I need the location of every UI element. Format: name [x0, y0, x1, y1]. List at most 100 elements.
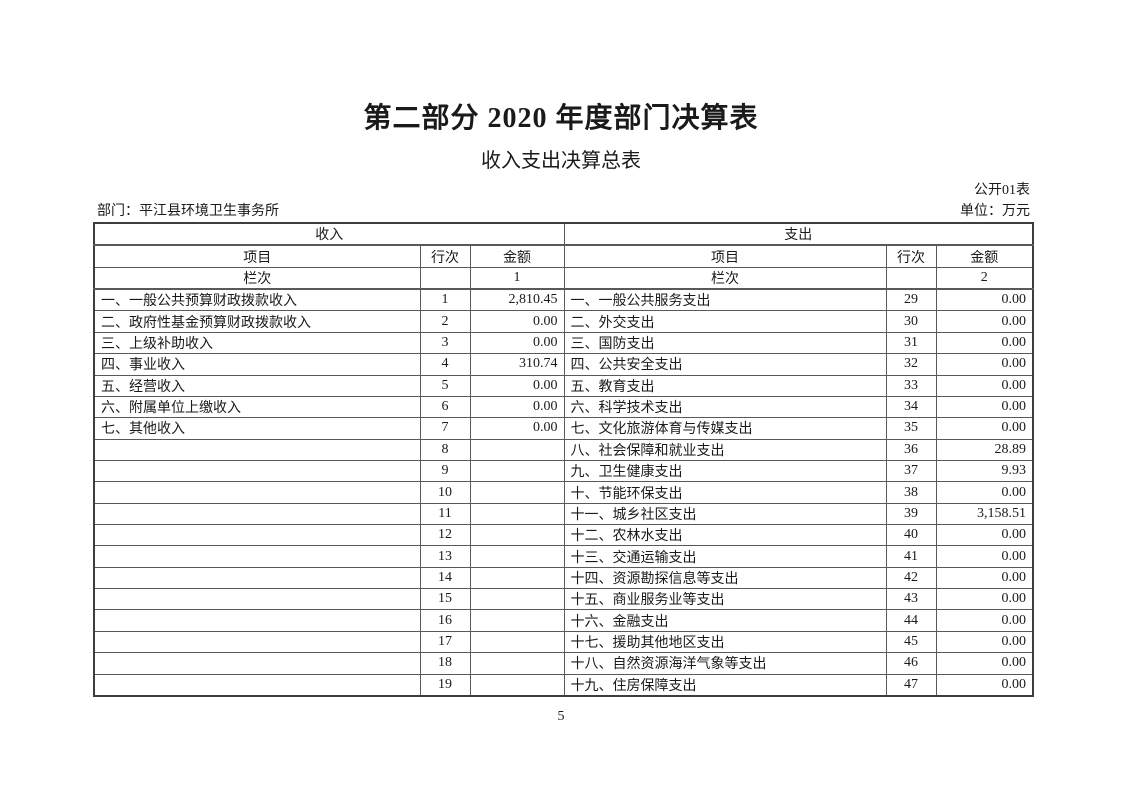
income-item-cell: 三、上级补助收入 [93, 331, 421, 355]
income-item-cell [93, 481, 421, 504]
expense-line-cell: 43 [885, 588, 937, 611]
table-row: 11 十一、城乡社区支出 39 3,158.51 [93, 502, 1034, 526]
income-line-cell: 4 [419, 353, 471, 376]
table-row: 12 十二、农林水支出 40 0.00 [93, 524, 1034, 547]
income-amount-cell: 0.00 [469, 310, 565, 333]
table-row: 14 十四、资源勘探信息等支出 42 0.00 [93, 566, 1034, 590]
expense-item-cell: 七、文化旅游体育与传媒支出 [563, 417, 887, 440]
expense-amount-cell: 0.00 [935, 545, 1034, 568]
unit-label: 单位：万元 [960, 204, 1030, 219]
table-row: 16 十六、金融支出 44 0.00 [93, 609, 1034, 632]
income-amount-cell: 0.00 [469, 417, 565, 440]
expense-item-cell: 八、社会保障和就业支出 [563, 438, 887, 461]
expense-line-cell: 47 [885, 673, 937, 697]
income-line-header: 行次 [419, 244, 471, 268]
table-row: 18 十八、自然资源海洋气象等支出 46 0.00 [93, 652, 1034, 675]
expense-line-cell: 42 [885, 566, 937, 590]
income-amount-cell [469, 652, 565, 675]
income-amount-cell: 0.00 [469, 331, 565, 355]
expense-item-cell: 十七、援助其他地区支出 [563, 630, 887, 654]
income-item-cell [93, 652, 421, 675]
income-item-cell [93, 673, 421, 697]
expense-item-cell: 十八、自然资源海洋气象等支出 [563, 652, 887, 675]
income-line-cell: 7 [419, 417, 471, 440]
expense-item-cell: 十五、商业服务业等支出 [563, 588, 887, 611]
table-row: 五、经营收入 5 0.00 五、教育支出 33 0.00 [93, 374, 1034, 397]
expense-line-cell: 38 [885, 481, 937, 504]
income-item-cell: 七、其他收入 [93, 417, 421, 440]
expense-line-cell: 35 [885, 417, 937, 440]
expense-amount-cell: 0.00 [935, 609, 1034, 632]
expense-index-label: 栏次 [563, 266, 887, 291]
expense-amount-cell: 0.00 [935, 288, 1034, 312]
expense-amount-cell: 0.00 [935, 652, 1034, 675]
income-line-cell: 10 [419, 481, 471, 504]
expense-line-cell: 32 [885, 353, 937, 376]
income-item-cell: 一、一般公共预算财政拨款收入 [93, 288, 421, 312]
expense-amount-cell: 0.00 [935, 524, 1034, 547]
income-amount-cell [469, 502, 565, 526]
department-label: 部门：平江县环境卫生事务所 [97, 204, 279, 219]
income-item-cell: 二、政府性基金预算财政拨款收入 [93, 310, 421, 333]
expense-item-cell: 四、公共安全支出 [563, 353, 887, 376]
income-line-cell: 12 [419, 524, 471, 547]
table-row: 13 十三、交通运输支出 41 0.00 [93, 545, 1034, 568]
income-section-header: 收入 [93, 222, 565, 247]
expense-item-cell: 三、国防支出 [563, 331, 887, 355]
expense-line-cell: 37 [885, 459, 937, 483]
income-line-cell: 16 [419, 609, 471, 632]
income-amount-cell [469, 459, 565, 483]
income-item-cell [93, 459, 421, 483]
income-amount-cell [469, 588, 565, 611]
expense-amount-cell: 28.89 [935, 438, 1034, 461]
income-amount-cell [469, 609, 565, 632]
income-line-cell: 3 [419, 331, 471, 355]
income-line-cell: 1 [419, 288, 471, 312]
income-item-cell [93, 524, 421, 547]
expense-line-cell: 34 [885, 395, 937, 419]
income-amount-cell: 2,810.45 [469, 288, 565, 312]
income-item-cell [93, 438, 421, 461]
table-row: 17 十七、援助其他地区支出 45 0.00 [93, 630, 1034, 654]
expense-line-cell: 41 [885, 545, 937, 568]
expense-item-cell: 十三、交通运输支出 [563, 545, 887, 568]
income-line-cell: 19 [419, 673, 471, 697]
page-title: 第二部分 2020 年度部门决算表 [363, 103, 759, 134]
income-line-cell: 6 [419, 395, 471, 419]
expense-amount-cell: 0.00 [935, 310, 1034, 333]
income-item-cell: 五、经营收入 [93, 374, 421, 397]
expense-line-cell: 40 [885, 524, 937, 547]
income-amount-cell [469, 673, 565, 697]
income-amount-header: 金额 [469, 244, 565, 268]
table-row: 15 十五、商业服务业等支出 43 0.00 [93, 588, 1034, 611]
expense-item-cell: 二、外交支出 [563, 310, 887, 333]
table-row: 七、其他收入 7 0.00 七、文化旅游体育与传媒支出 35 0.00 [93, 417, 1034, 440]
expense-item-cell: 十、节能环保支出 [563, 481, 887, 504]
expense-amount-header: 金额 [935, 244, 1034, 268]
income-item-cell [93, 566, 421, 590]
income-index-number: 1 [469, 266, 565, 291]
table-row: 六、附属单位上缴收入 6 0.00 六、科学技术支出 34 0.00 [93, 395, 1034, 419]
expense-line-cell: 29 [885, 288, 937, 312]
income-amount-cell: 310.74 [469, 353, 565, 376]
expense-amount-cell: 9.93 [935, 459, 1034, 483]
expense-amount-cell: 0.00 [935, 481, 1034, 504]
expense-amount-cell: 0.00 [935, 588, 1034, 611]
income-expense-table: 收入 支出 项目 行次 金额 项目 行次 金额 栏次 1 栏次 2 一、一般公共… [93, 222, 1035, 697]
income-amount-cell [469, 545, 565, 568]
expense-line-cell: 39 [885, 502, 937, 526]
expense-amount-cell: 0.00 [935, 673, 1034, 697]
table-code-label: 公开01表 [974, 183, 1030, 198]
expense-amount-cell: 0.00 [935, 331, 1034, 355]
expense-item-cell: 一、一般公共服务支出 [563, 288, 887, 312]
income-line-cell: 17 [419, 630, 471, 654]
income-line-cell: 14 [419, 566, 471, 590]
expense-amount-cell: 0.00 [935, 417, 1034, 440]
expense-line-header: 行次 [885, 244, 937, 268]
income-item-header: 项目 [93, 244, 421, 268]
page-number: 5 [557, 709, 565, 724]
table-row: 三、上级补助收入 3 0.00 三、国防支出 31 0.00 [93, 331, 1034, 355]
income-item-cell: 四、事业收入 [93, 353, 421, 376]
expense-amount-cell: 0.00 [935, 630, 1034, 654]
expense-amount-cell: 0.00 [935, 395, 1034, 419]
